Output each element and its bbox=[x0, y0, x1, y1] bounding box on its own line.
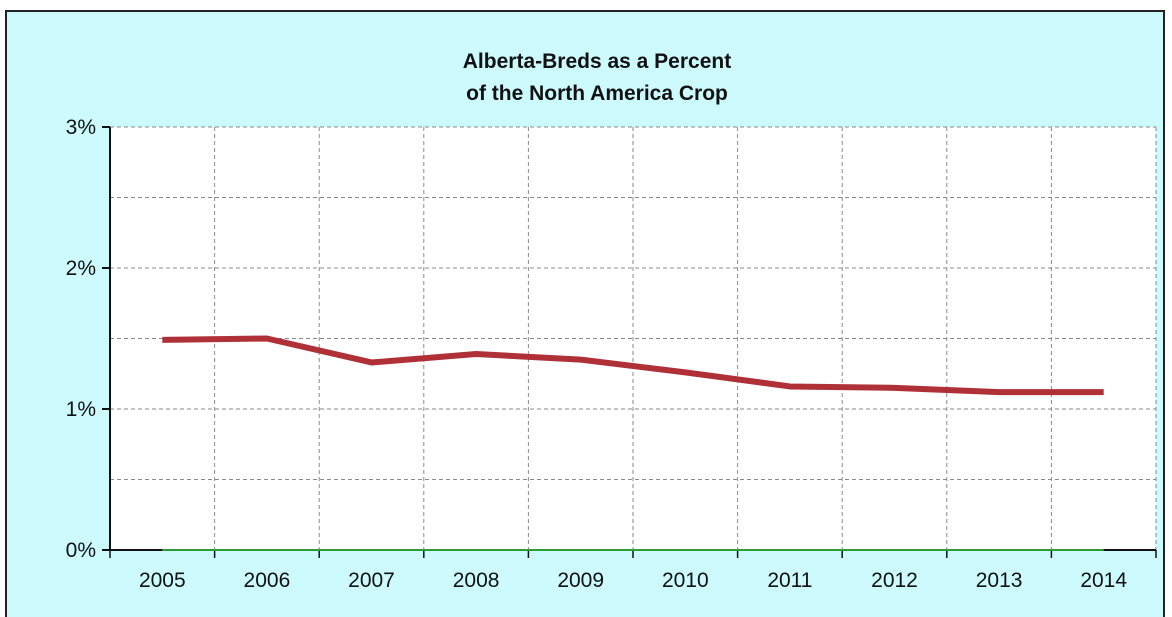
x-tick-label: 2006 bbox=[244, 569, 291, 592]
x-tick-label: 2007 bbox=[348, 569, 395, 592]
y-tick-label: 3% bbox=[66, 116, 96, 139]
chart-title-line-2: of the North America Crop bbox=[466, 82, 728, 105]
x-tick-label: 2010 bbox=[662, 569, 709, 592]
series-layer bbox=[162, 335, 1104, 551]
x-tick-label: 2013 bbox=[976, 569, 1023, 592]
y-tick-label: 1% bbox=[66, 398, 96, 421]
y-tick-label: 0% bbox=[66, 539, 96, 562]
x-tick-label: 2011 bbox=[767, 569, 812, 592]
grid-lines bbox=[110, 126, 1157, 550]
tick-labels: 0% 1% 2% 3% 2005 2006 2007 2008 2009 2010 2011 2012… bbox=[66, 116, 1128, 592]
series-line-alberta-breds bbox=[162, 335, 1104, 396]
x-tick-label: 2009 bbox=[557, 569, 604, 592]
x-tick-label: 2008 bbox=[453, 569, 500, 592]
x-tick-label: 2012 bbox=[871, 569, 918, 592]
x-tick-label: 2005 bbox=[139, 569, 186, 592]
x-tick-label: 2014 bbox=[1080, 569, 1127, 592]
chart-title-line-1: Alberta-Breds as a Percent bbox=[463, 50, 731, 73]
y-tick-label: 2% bbox=[66, 257, 96, 280]
